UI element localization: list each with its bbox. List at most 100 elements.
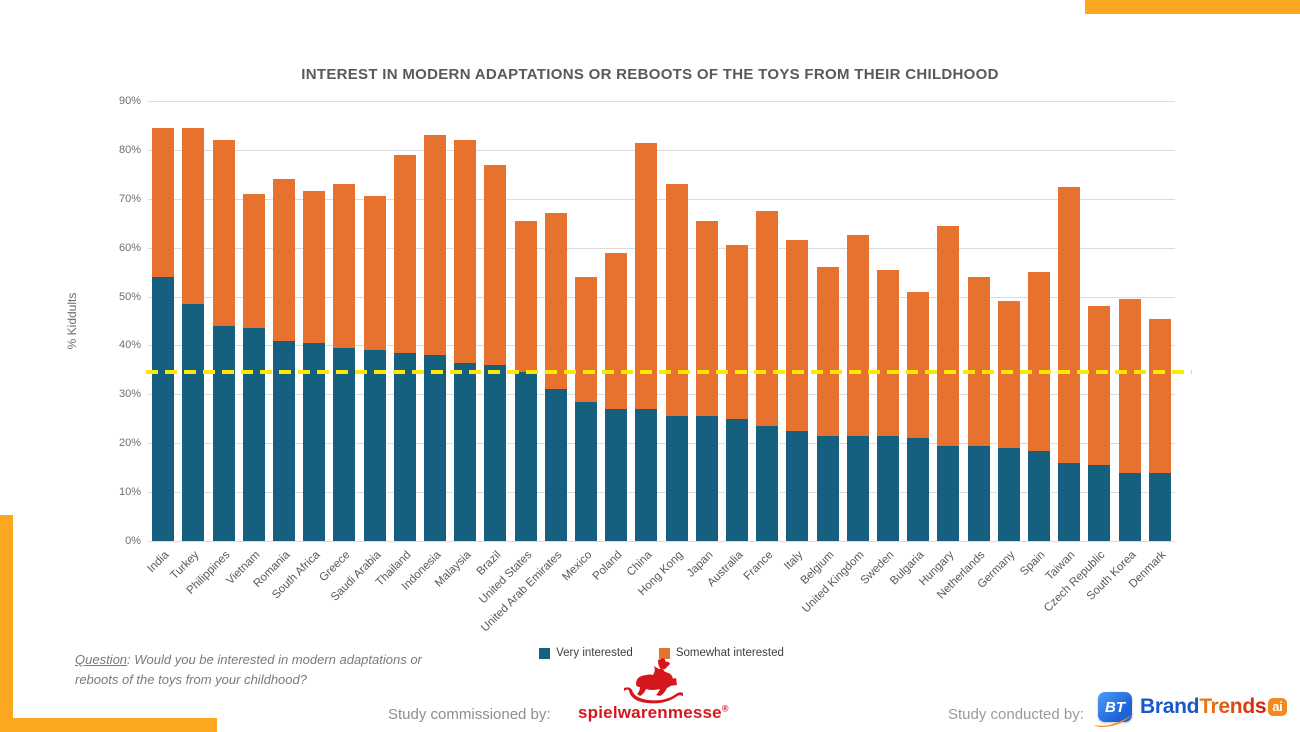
bar-segment-very-interested [665,416,688,541]
bar-segment-somewhat-interested [182,127,205,304]
legend-item-somewhat-interested: Somewhat interested [658,647,784,659]
bar-united-kingdom [846,235,869,541]
bar-segment-somewhat-interested [816,267,839,436]
gridline-30 [148,394,1175,396]
gridline-70 [148,198,1175,200]
y-tick-label: 0% [125,535,141,547]
bar-turkey [182,127,205,541]
bar-segment-very-interested [1148,472,1171,541]
bar-thailand [393,154,416,541]
commissioned-by-label: Study commissioned by: [388,706,551,723]
bar-segment-somewhat-interested [363,196,386,351]
bar-segment-somewhat-interested [1118,299,1141,473]
y-tick-label: 30% [118,388,141,401]
bar-philippines [212,140,235,541]
bar-segment-very-interested [786,431,809,541]
bar-malaysia [454,140,477,541]
y-tick-label: 50% [118,290,141,303]
bar-segment-very-interested [152,277,175,541]
gridline-40 [148,345,1175,347]
bar-segment-very-interested [846,435,869,541]
bar-segment-somewhat-interested [574,277,597,402]
bar-segment-somewhat-interested [212,140,235,326]
bar-segment-somewhat-interested [726,245,748,419]
bottom-left-accent-vertical [0,515,13,732]
bar-segment-very-interested [182,303,205,541]
bar-india [152,127,175,541]
bar-segment-very-interested [756,426,779,541]
reference-line [146,370,1192,375]
bar-segment-somewhat-interested [484,164,507,365]
bar-italy [786,240,809,541]
bar-segment-very-interested [363,350,386,541]
bar-segment-somewhat-interested [1058,186,1081,463]
bar-segment-somewhat-interested [605,252,628,409]
bar-romania [272,179,295,541]
bar-segment-somewhat-interested [303,191,326,343]
bar-segment-very-interested [816,435,839,541]
bar-segment-very-interested [242,328,265,541]
bt-monogram: BT [1105,698,1125,716]
bar-segment-very-interested [635,409,658,541]
bar-czech-republic [1088,306,1111,541]
y-tick-label: 90% [118,95,141,107]
gridline-20 [148,443,1175,445]
legend-swatch [658,647,670,659]
bar-segment-very-interested [907,438,930,541]
bar-sweden [877,269,900,541]
bar-segment-very-interested [423,355,446,541]
bar-segment-very-interested [1088,465,1111,541]
bar-segment-very-interested [514,372,537,541]
brandtrends-wordmark: Brand Trends ai [1140,695,1287,719]
bar-segment-somewhat-interested [937,225,960,446]
bar-segment-somewhat-interested [333,184,356,348]
bar-belgium [816,267,839,541]
bar-segment-very-interested [272,340,295,541]
bar-segment-somewhat-interested [393,154,416,353]
bar-segment-somewhat-interested [877,269,900,436]
brand-text: Brand [1140,695,1200,718]
bar-segment-very-interested [393,352,416,541]
bar-united-arab-emirates [544,213,567,541]
question-label: Question [75,652,128,667]
bar-denmark [1148,318,1171,541]
bar-australia [726,245,748,541]
conducted-by-label: Study conducted by: [948,706,1084,723]
y-tick-label: 40% [118,339,141,352]
spielwarenmesse-wordmark: spielwarenmesse® [578,703,729,722]
bar-mexico [574,277,597,541]
bar-segment-very-interested [877,435,900,541]
trends-text: Trends [1199,695,1267,718]
gridline-50 [148,296,1175,298]
gridline-80 [148,149,1175,151]
bar-china [635,142,658,541]
bar-taiwan [1058,186,1081,541]
bar-segment-very-interested [997,448,1020,541]
bar-segment-very-interested [937,445,960,541]
bar-saudi-arabia [363,196,386,541]
bar-south-korea [1118,299,1141,541]
bar-segment-somewhat-interested [846,235,869,436]
bar-indonesia [423,135,446,541]
bar-segment-very-interested [544,389,567,541]
bar-hungary [937,225,960,541]
gridline-60 [148,247,1175,249]
bar-brazil [484,164,507,541]
bar-segment-very-interested [303,343,326,541]
y-tick-label: 10% [118,486,141,499]
gridline-90 [148,101,1175,102]
y-tick-label: 20% [118,437,141,450]
brandtrends-icon: BT [1094,692,1136,727]
legend-label: Very interested [556,647,633,659]
gridline-0 [148,541,1175,542]
bar-segment-somewhat-interested [514,220,537,373]
bar-segment-very-interested [726,418,748,541]
bar-segment-very-interested [605,409,628,541]
bar-netherlands [967,277,990,541]
bar-segment-somewhat-interested [272,179,295,341]
y-tick-label: 60% [118,241,141,254]
bar-segment-somewhat-interested [454,140,477,363]
bottom-left-accent-horizontal [0,718,217,732]
bar-segment-somewhat-interested [544,213,567,390]
bar-segment-somewhat-interested [635,142,658,409]
